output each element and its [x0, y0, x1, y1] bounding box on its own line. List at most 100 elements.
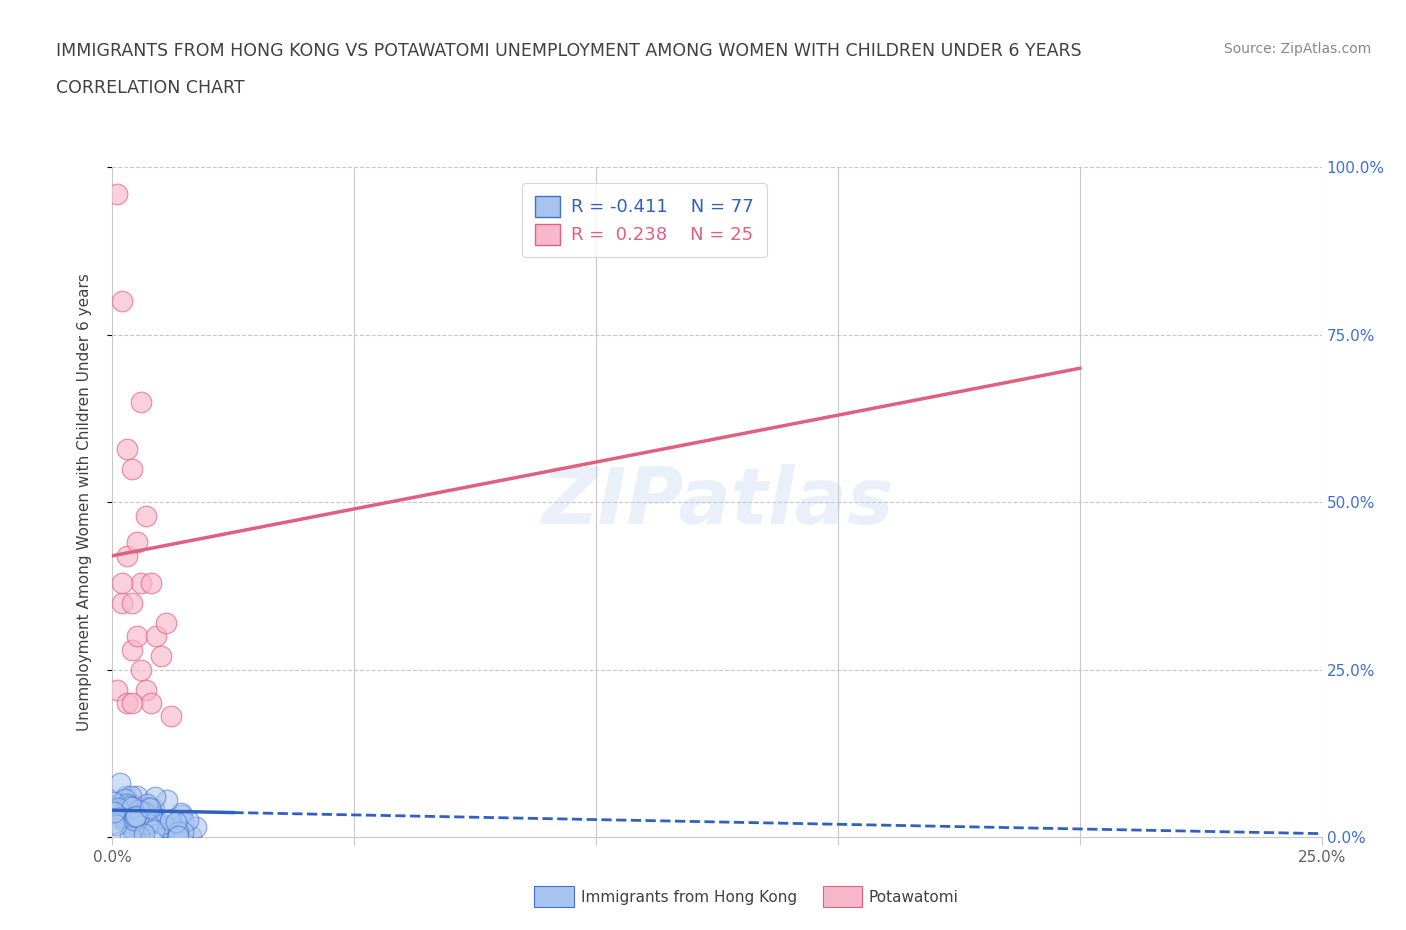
- Point: [122, 805, 145, 820]
- Point: [141, 696, 163, 711]
- Point: [122, 812, 145, 827]
- Point: [138, 801, 160, 816]
- Point: [121, 822, 143, 837]
- Point: [112, 809, 135, 824]
- Text: Immigrants from Hong Kong: Immigrants from Hong Kong: [581, 890, 797, 905]
- Point: [112, 802, 135, 817]
- Point: [125, 629, 148, 644]
- Point: [145, 629, 167, 644]
- Point: [107, 800, 129, 815]
- Point: [155, 616, 177, 631]
- Point: [129, 803, 152, 817]
- Point: [143, 811, 166, 826]
- Point: [131, 829, 153, 844]
- Point: [121, 595, 143, 610]
- Point: [159, 813, 181, 828]
- Point: [136, 817, 159, 831]
- Point: [122, 812, 145, 827]
- Point: [114, 814, 136, 829]
- Point: [111, 575, 134, 590]
- Point: [165, 815, 187, 830]
- Point: [136, 797, 159, 812]
- Point: [134, 817, 156, 831]
- Point: [143, 790, 166, 804]
- Point: [134, 827, 156, 842]
- Point: [128, 801, 150, 816]
- Point: [111, 792, 134, 807]
- Y-axis label: Unemployment Among Women with Children Under 6 years: Unemployment Among Women with Children U…: [77, 273, 91, 731]
- Point: [112, 808, 135, 823]
- Point: [159, 709, 181, 724]
- Point: [166, 829, 188, 844]
- Point: [115, 806, 138, 821]
- Point: [118, 799, 141, 814]
- Point: [184, 819, 207, 834]
- Point: [145, 814, 167, 829]
- Point: [135, 683, 157, 698]
- Point: [115, 797, 138, 812]
- Point: [132, 804, 155, 819]
- Point: [121, 800, 143, 815]
- Point: [108, 809, 131, 824]
- Point: [141, 802, 163, 817]
- Point: [143, 814, 166, 829]
- Point: [173, 814, 195, 829]
- Point: [131, 575, 153, 590]
- Point: [155, 819, 177, 834]
- Point: [131, 803, 153, 817]
- Point: [105, 683, 128, 698]
- Point: [105, 817, 128, 832]
- Point: [115, 696, 138, 711]
- Point: [122, 803, 145, 817]
- Point: [103, 795, 125, 810]
- Point: [141, 575, 163, 590]
- Point: [156, 792, 179, 807]
- Point: [125, 535, 148, 550]
- Legend: R = -0.411    N = 77, R =  0.238    N = 25: R = -0.411 N = 77, R = 0.238 N = 25: [523, 183, 766, 258]
- Point: [120, 789, 142, 804]
- Point: [127, 811, 149, 826]
- Point: [166, 829, 188, 844]
- Point: [131, 818, 153, 833]
- Point: [134, 813, 156, 828]
- Point: [131, 394, 153, 409]
- Point: [142, 823, 165, 838]
- Point: [166, 825, 188, 840]
- Point: [105, 187, 128, 202]
- Text: Source: ZipAtlas.com: Source: ZipAtlas.com: [1223, 42, 1371, 56]
- Point: [124, 809, 146, 824]
- Point: [115, 789, 138, 804]
- Point: [121, 461, 143, 476]
- Point: [107, 798, 129, 813]
- Point: [135, 508, 157, 523]
- Point: [150, 817, 173, 831]
- Point: [127, 788, 149, 803]
- Text: IMMIGRANTS FROM HONG KONG VS POTAWATOMI UNEMPLOYMENT AMONG WOMEN WITH CHILDREN U: IMMIGRANTS FROM HONG KONG VS POTAWATOMI …: [56, 42, 1081, 60]
- Point: [115, 549, 138, 564]
- Point: [114, 791, 136, 806]
- Point: [149, 649, 172, 664]
- Point: [121, 811, 143, 826]
- Point: [124, 798, 146, 813]
- Point: [125, 809, 148, 824]
- Text: ZIPatlas: ZIPatlas: [541, 464, 893, 540]
- Point: [103, 805, 125, 820]
- Point: [111, 595, 134, 610]
- Point: [110, 776, 132, 790]
- Point: [177, 813, 200, 828]
- Point: [172, 825, 194, 840]
- Point: [172, 807, 194, 822]
- Point: [128, 803, 150, 817]
- Point: [120, 807, 142, 822]
- Point: [142, 802, 165, 817]
- Point: [156, 819, 179, 834]
- Text: Potawatomi: Potawatomi: [869, 890, 959, 905]
- Point: [131, 662, 153, 677]
- Point: [121, 642, 143, 657]
- Point: [107, 803, 129, 817]
- Point: [118, 829, 141, 844]
- Point: [180, 828, 202, 843]
- Point: [128, 829, 150, 844]
- Point: [115, 441, 138, 456]
- Point: [111, 294, 134, 309]
